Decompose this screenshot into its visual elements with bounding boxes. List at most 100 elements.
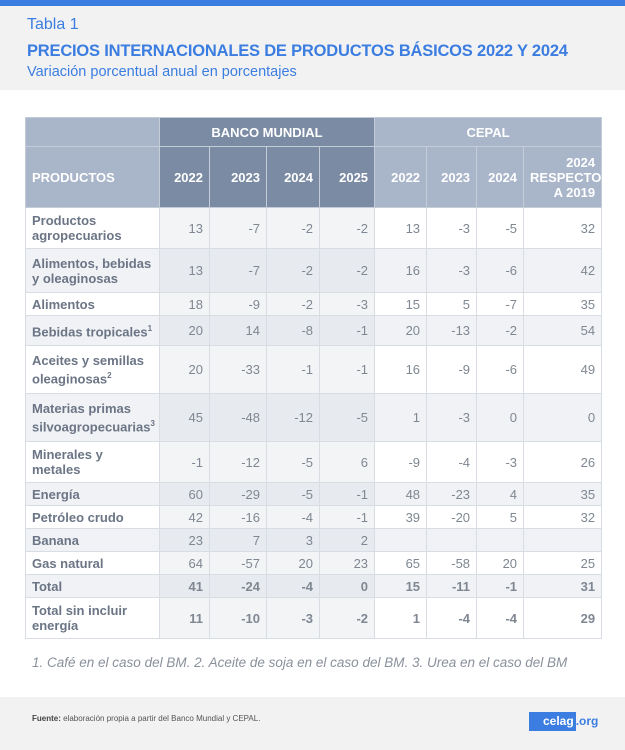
- value-cell: -1: [476, 574, 525, 598]
- value-cell: 11: [159, 597, 210, 639]
- value-cell: -24: [209, 574, 267, 598]
- value-cell: -4: [426, 597, 478, 639]
- product-name: Total: [25, 574, 160, 598]
- column-header: 2022: [374, 146, 428, 208]
- value-cell: -10: [209, 597, 267, 639]
- value-cell: 5: [426, 292, 478, 316]
- value-cell: 13: [159, 248, 210, 293]
- value-cell: 0: [523, 393, 603, 442]
- value-cell: 20: [159, 345, 210, 394]
- table-row: Banana 23 7 3 2: [25, 528, 603, 552]
- product-name: Total sin incluir energía: [25, 597, 160, 639]
- header-empty: [25, 117, 160, 147]
- value-cell: -9: [374, 441, 428, 483]
- product-name: Gas natural: [25, 551, 160, 575]
- value-cell: -29: [209, 482, 267, 506]
- value-cell: -3: [266, 597, 320, 639]
- value-cell: -20: [426, 505, 478, 529]
- celag-logo[interactable]: celag .org: [529, 712, 599, 731]
- value-cell: 1: [374, 393, 428, 442]
- value-cell: -4: [266, 574, 320, 598]
- value-cell: 7: [209, 528, 267, 552]
- value-cell: [523, 528, 603, 552]
- product-name: Banana: [25, 528, 160, 552]
- value-cell: 3: [266, 528, 320, 552]
- value-cell: -48: [209, 393, 267, 442]
- value-cell: -6: [476, 345, 525, 394]
- value-cell: 18: [159, 292, 210, 316]
- product-label: Banana: [32, 532, 79, 548]
- value-cell: 5: [476, 505, 525, 529]
- value-cell: 39: [374, 505, 428, 529]
- value-cell: 32: [523, 207, 603, 249]
- value-cell: -12: [209, 441, 267, 483]
- value-cell: -8: [266, 315, 320, 346]
- value-cell: -3: [476, 441, 525, 483]
- value-cell: 1: [374, 597, 428, 639]
- column-header: 2022: [159, 146, 210, 208]
- product-name: Materias primas silvoagropecuarias3: [25, 393, 160, 442]
- value-cell: 20: [374, 315, 428, 346]
- value-cell: 60: [159, 482, 210, 506]
- table-row: Petróleo crudo 42 -16 -4 -1 39 -20 5 32: [25, 505, 603, 529]
- value-cell: -12: [266, 393, 320, 442]
- table-row: Bebidas tropicales1 20 14 -8 -1 20 -13 -2 54: [25, 315, 603, 346]
- table-row: Total sin incluir energía 11 -10 -3 -2 1 -4 -4 2…: [25, 597, 603, 639]
- value-cell: -7: [476, 292, 525, 316]
- value-cell: -1: [318, 345, 376, 394]
- value-cell: 16: [374, 248, 428, 293]
- value-cell: 20: [159, 315, 210, 346]
- value-cell: 25: [523, 551, 603, 575]
- product-label: Materias primas silvoagropecuarias: [32, 400, 151, 435]
- value-cell: 14: [209, 315, 267, 346]
- value-cell: 0: [318, 574, 376, 598]
- source-text: elaboración propia a partir del Banco Mu…: [60, 714, 261, 723]
- table-row: Total 41 -24 -4 0 15 -11 -1 31: [25, 574, 603, 598]
- value-cell: -4: [476, 597, 525, 639]
- value-cell: -2: [266, 248, 320, 293]
- page-title: PRECIOS INTERNACIONALES DE PRODUCTOS BÁS…: [27, 42, 568, 60]
- value-cell: -5: [318, 393, 376, 442]
- title-band: [0, 6, 625, 90]
- value-cell: -1: [318, 505, 376, 529]
- value-cell: 0: [476, 393, 525, 442]
- logo-suffix: .org: [575, 714, 599, 728]
- value-cell: 31: [523, 574, 603, 598]
- product-label: Energía: [32, 486, 80, 502]
- value-cell: -2: [266, 292, 320, 316]
- value-cell: [374, 528, 428, 552]
- product-name: Petróleo crudo: [25, 505, 160, 529]
- value-cell: -13: [426, 315, 478, 346]
- table-row: Alimentos, bebidas y oleaginosas 13 -7 -2 -2…: [25, 248, 603, 293]
- value-cell: -2: [318, 597, 376, 639]
- value-cell: -9: [209, 292, 267, 316]
- value-cell: -16: [209, 505, 267, 529]
- product-label: Bebidas tropicales: [32, 324, 148, 340]
- column-header: 2024: [476, 146, 525, 208]
- value-cell: -1: [266, 345, 320, 394]
- table-row: Materias primas silvoagropecuarias3 45 -48…: [25, 393, 603, 442]
- logo-main: celag: [529, 712, 576, 731]
- table-row: Minerales y metales -1 -12 -5 6 -9 -4 -3 26: [25, 441, 603, 483]
- value-cell: -2: [266, 207, 320, 249]
- value-cell: -2: [318, 248, 376, 293]
- table-row: Gas natural 64 -57 20 23 65 -58 20 25: [25, 551, 603, 575]
- value-cell: 49: [523, 345, 603, 394]
- page-subtitle: Variación porcentual anual en porcentaje…: [27, 64, 297, 80]
- value-cell: -1: [318, 482, 376, 506]
- value-cell: -23: [426, 482, 478, 506]
- product-label: Total sin incluir energía: [32, 603, 128, 633]
- value-cell: -58: [426, 551, 478, 575]
- value-cell: -3: [426, 207, 478, 249]
- source-note: Fuente: elaboración propia a partir del …: [32, 714, 260, 723]
- footnote: 1. Café en el caso del BM. 2. Aceite de …: [32, 655, 568, 670]
- value-cell: 32: [523, 505, 603, 529]
- footnote-marker: 2: [107, 370, 112, 380]
- value-cell: 29: [523, 597, 603, 639]
- value-cell: -11: [426, 574, 478, 598]
- value-cell: 35: [523, 292, 603, 316]
- value-cell: 35: [523, 482, 603, 506]
- value-cell: 6: [318, 441, 376, 483]
- value-cell: 15: [374, 574, 428, 598]
- value-cell: -1: [159, 441, 210, 483]
